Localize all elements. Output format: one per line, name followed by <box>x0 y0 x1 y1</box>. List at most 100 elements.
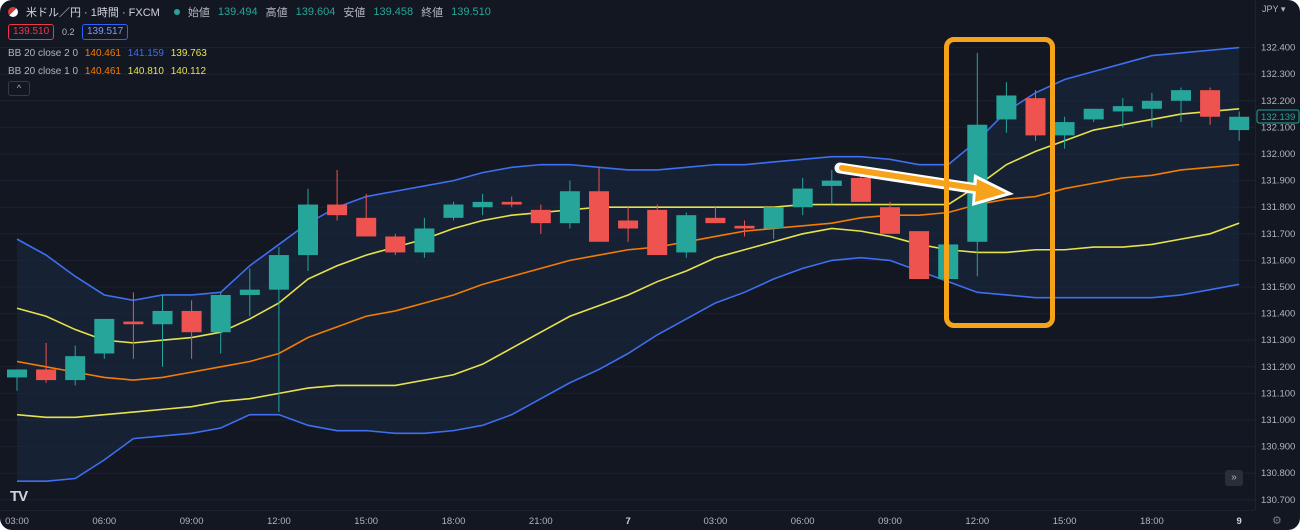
candle-body <box>123 321 144 325</box>
close-value: 139.510 <box>451 6 491 18</box>
candle-body <box>356 217 377 237</box>
candle-body <box>210 294 231 333</box>
currency-selector[interactable]: JPY ▾ <box>1262 4 1286 14</box>
collapse-legend-button[interactable]: ^ <box>8 81 30 96</box>
price-tick-label: 131.800 <box>1261 202 1295 213</box>
gear-icon[interactable]: ⚙ <box>1272 515 1282 527</box>
candle-body <box>676 215 697 253</box>
bb-lower-outer-line <box>17 256 1240 482</box>
price-tick-label: 131.600 <box>1261 255 1295 266</box>
price-tick-label: 130.900 <box>1261 442 1295 453</box>
candle-body <box>181 310 202 333</box>
candle-body <box>647 209 668 256</box>
time-tick-label: 18:00 <box>1140 516 1164 527</box>
indicator-legend-bb-2[interactable]: BB 20 close 2 0 140.461 141.159 139.763 <box>8 48 211 59</box>
candle-body <box>909 231 930 280</box>
time-axis[interactable]: 03:00 06:00 09:00 12:00 15:00 18:00 21:00 7 03:0… <box>0 510 1255 530</box>
indicator-value-upper: 141.159 <box>127 48 164 59</box>
candle-body <box>996 95 1017 120</box>
price-tick-label: 132.200 <box>1261 96 1295 107</box>
market-status-icon <box>173 9 180 15</box>
time-tick-label: 09:00 <box>180 516 204 527</box>
indicator-value-basis: 140.461 <box>84 48 121 59</box>
candle-body <box>734 225 755 229</box>
price-tick-label: 132.000 <box>1261 149 1295 160</box>
candle-body <box>472 201 493 208</box>
buy-price-button[interactable]: 139.517 <box>82 24 129 40</box>
price-tick-label: 130.700 <box>1261 495 1295 506</box>
price-tick-label: 131.000 <box>1261 415 1295 426</box>
price-tick-label: 131.400 <box>1261 309 1295 320</box>
time-tick-label: 03:00 <box>704 516 728 527</box>
time-tick-label: 06:00 <box>791 516 815 527</box>
candle-body <box>763 207 784 229</box>
price-chart[interactable] <box>0 0 1255 510</box>
tradingview-logo: TV <box>10 488 28 505</box>
candle-body <box>65 356 86 381</box>
candle-body <box>385 236 406 253</box>
time-tick-label: 09:00 <box>878 516 902 527</box>
candle-body <box>7 369 27 378</box>
bb-lower-inner-line <box>16 222 1240 419</box>
price-tick-label: 131.900 <box>1261 176 1295 187</box>
candle-body <box>1229 116 1250 131</box>
candle-body <box>1112 106 1133 112</box>
candle-body <box>1025 98 1046 136</box>
indicator-value-lower: 140.112 <box>170 66 207 77</box>
high-label: 高値 <box>265 7 288 19</box>
arrow-head <box>975 179 1006 202</box>
candle-body <box>1200 90 1221 117</box>
candle-body <box>850 177 871 202</box>
candle-body <box>1054 122 1075 136</box>
band-fill <box>17 47 1240 482</box>
candle-body <box>792 188 813 208</box>
time-tick-label: 15:00 <box>354 516 378 527</box>
candle-body <box>821 180 842 186</box>
candle-body <box>152 310 173 325</box>
candle-body <box>239 289 260 295</box>
price-tick-label: 132.400 <box>1261 43 1295 54</box>
sell-price-button[interactable]: 139.510 <box>8 24 55 40</box>
time-tick-label: 18:00 <box>442 516 466 527</box>
open-label: 始値 <box>187 7 210 19</box>
last-price-label: 132.139 <box>1261 112 1295 123</box>
open-value: 139.494 <box>217 6 258 18</box>
arrow-shaft <box>839 165 983 192</box>
last-price-marker <box>1256 109 1300 124</box>
candle-body <box>414 228 435 253</box>
low-label: 安値 <box>343 7 366 19</box>
bb-basis-line <box>16 163 1240 381</box>
indicator-value-lower: 139.763 <box>170 48 207 59</box>
scroll-to-latest-button[interactable]: » <box>1225 470 1243 486</box>
indicator-value-upper: 140.810 <box>127 66 164 77</box>
candle-body <box>589 191 609 242</box>
close-label: 終値 <box>421 7 444 19</box>
spread-value: 0.2 <box>62 27 75 37</box>
low-value: 139.458 <box>373 6 414 18</box>
price-tick-label: 130.800 <box>1261 468 1295 479</box>
time-tick-label: 15:00 <box>1053 516 1077 527</box>
indicator-legend-bb-1[interactable]: BB 20 close 1 0 140.461 140.810 140.112 <box>8 66 210 77</box>
candle-body <box>36 369 57 381</box>
candle-body <box>559 191 580 224</box>
price-tick-label: 131.500 <box>1261 282 1295 293</box>
indicator-label: BB 20 close 2 0 <box>8 48 79 59</box>
time-tick-label: 9 <box>1237 516 1242 527</box>
highlight-box <box>944 37 1055 328</box>
indicator-label: BB 20 close 1 0 <box>8 66 79 77</box>
time-tick-label: 12:00 <box>267 516 291 527</box>
time-tick-label: 21:00 <box>529 516 553 527</box>
symbol-title[interactable]: 米ドル／円 · 1時間 · FXCM <box>26 7 160 19</box>
candle-body <box>618 220 639 229</box>
price-tick-label: 131.300 <box>1261 335 1295 346</box>
candle-body <box>327 204 348 216</box>
price-tick-label: 131.200 <box>1261 362 1295 373</box>
price-tick-label: 131.700 <box>1261 229 1295 240</box>
usd-jpy-flag-icon <box>8 7 18 17</box>
candle-body <box>298 204 318 256</box>
price-axis[interactable]: 132.400 132.300 132.200 132.100 132.000 131.9… <box>1255 0 1300 510</box>
candle-body <box>530 209 551 224</box>
candle-body <box>880 207 900 234</box>
time-tick-label: 7 <box>625 516 630 527</box>
